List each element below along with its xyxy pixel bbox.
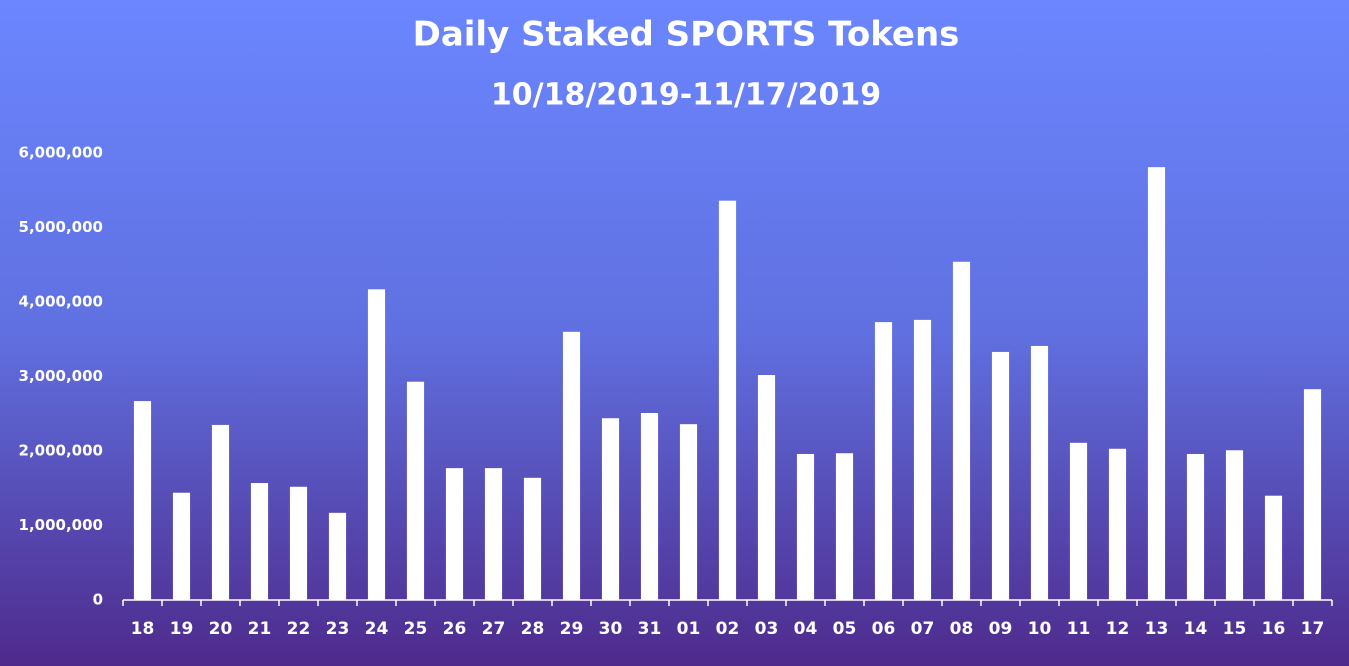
y-tick-label: 6,000,000	[19, 144, 103, 162]
bar	[133, 401, 152, 600]
x-tick-label: 08	[950, 619, 974, 639]
y-tick-label: 3,000,000	[19, 367, 103, 385]
bar	[991, 351, 1010, 600]
bar	[328, 512, 347, 600]
x-tick-label: 22	[287, 619, 311, 639]
x-tick-label: 31	[638, 619, 662, 639]
x-tick-label: 16	[1262, 619, 1286, 639]
x-tick-label: 24	[365, 619, 389, 639]
bar	[1069, 442, 1088, 600]
bar	[913, 319, 932, 600]
y-tick-label: 0	[93, 591, 103, 609]
y-tick-label: 5,000,000	[19, 218, 103, 236]
bar	[952, 261, 971, 600]
y-tick-label: 4,000,000	[19, 293, 103, 311]
x-tick-label: 27	[482, 619, 506, 639]
x-tick-label: 28	[521, 619, 545, 639]
bar	[640, 413, 659, 600]
x-tick-label: 25	[404, 619, 428, 639]
bar	[1186, 453, 1205, 600]
bar	[1147, 167, 1166, 600]
x-tick-label: 07	[911, 619, 935, 639]
bar	[757, 375, 776, 600]
x-tick-label: 18	[131, 619, 155, 639]
bar	[523, 477, 542, 600]
x-tick-label: 21	[248, 619, 272, 639]
x-tick-label: 30	[599, 619, 623, 639]
x-tick-label: 20	[209, 619, 233, 639]
bar	[562, 331, 581, 600]
bar	[796, 453, 815, 600]
y-tick-label: 2,000,000	[19, 442, 103, 460]
bar	[172, 492, 191, 600]
bar	[835, 453, 854, 600]
bar	[718, 200, 737, 600]
x-tick-label: 17	[1301, 619, 1325, 639]
y-tick-label: 1,000,000	[19, 516, 103, 534]
bar	[289, 486, 308, 600]
chart-title: Daily Staked SPORTS Tokens	[413, 15, 960, 55]
bar	[1264, 495, 1283, 600]
bar	[1108, 448, 1127, 600]
x-tick-label: 15	[1223, 619, 1247, 639]
bar	[874, 322, 893, 600]
bar	[406, 381, 425, 600]
bar	[367, 289, 386, 600]
bar	[601, 418, 620, 600]
x-tick-label: 10	[1028, 619, 1052, 639]
x-tick-label: 26	[443, 619, 467, 639]
bar	[1030, 345, 1049, 600]
x-tick-label: 19	[170, 619, 194, 639]
bar	[1225, 450, 1244, 600]
bar	[1303, 389, 1322, 600]
x-tick-label: 12	[1106, 619, 1130, 639]
bar	[250, 483, 269, 600]
x-tick-label: 23	[326, 619, 350, 639]
x-tick-label: 01	[677, 619, 701, 639]
bar	[211, 424, 230, 600]
bar	[679, 424, 698, 600]
chart-subtitle: 10/18/2019-11/17/2019	[491, 78, 881, 113]
x-tick-label: 29	[560, 619, 584, 639]
bar	[484, 468, 503, 600]
x-tick-label: 11	[1067, 619, 1091, 639]
x-tick-label: 14	[1184, 619, 1208, 639]
x-tick-label: 04	[794, 619, 818, 639]
bar	[445, 468, 464, 600]
x-tick-label: 03	[755, 619, 779, 639]
x-tick-label: 06	[872, 619, 896, 639]
x-tick-label: 09	[989, 619, 1013, 639]
x-tick-label: 05	[833, 619, 857, 639]
x-tick-label: 02	[716, 619, 740, 639]
x-tick-label: 13	[1145, 619, 1169, 639]
